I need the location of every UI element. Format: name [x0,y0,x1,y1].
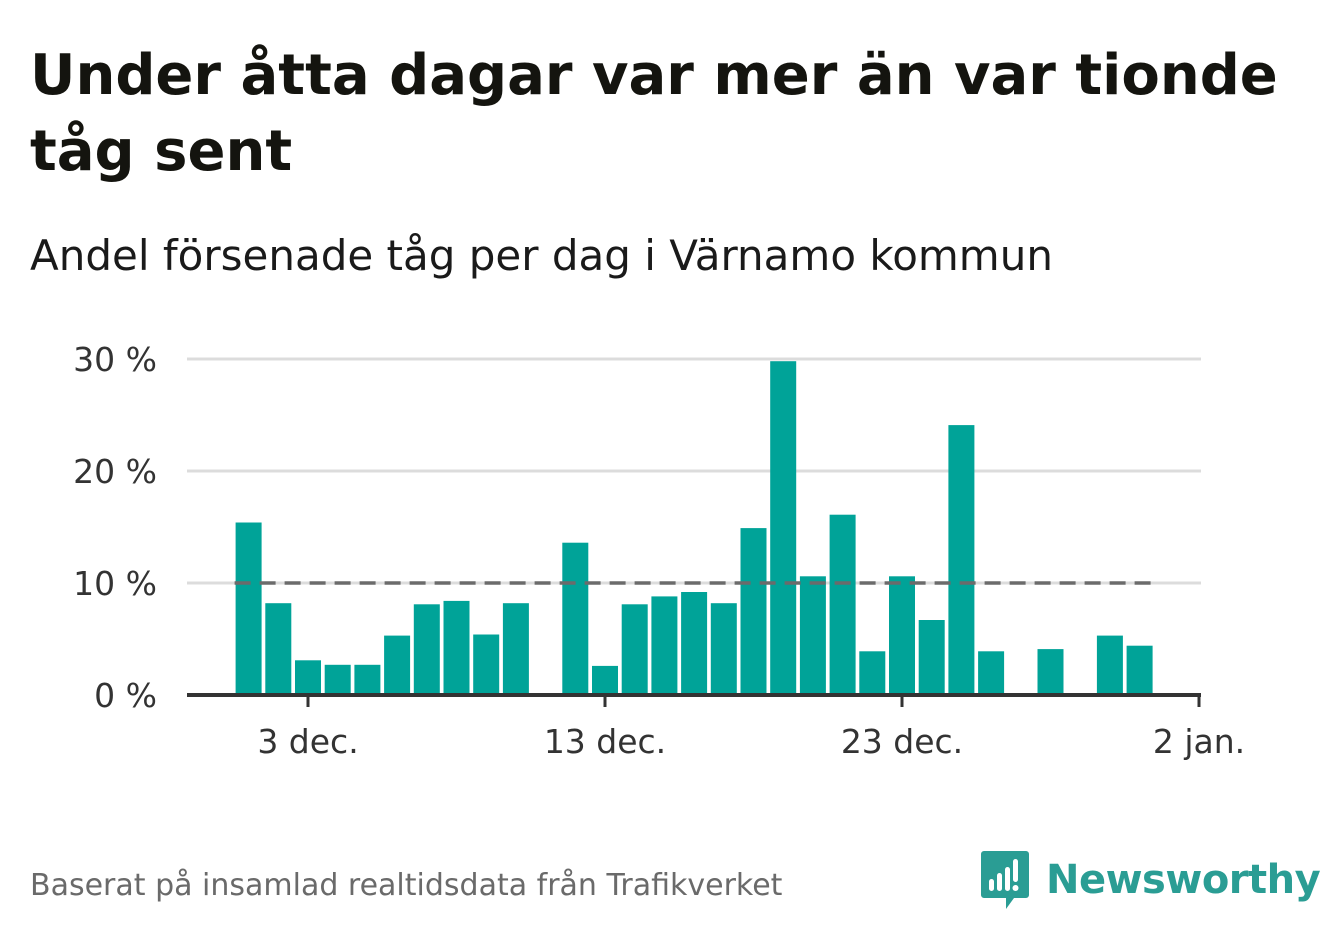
bar-layer [235,361,1153,695]
bar [384,635,411,695]
bar [978,651,1005,695]
bar [295,660,321,695]
bar [592,665,618,695]
bar [443,600,470,695]
bar [1126,645,1153,695]
y-tick-label: 20 % [73,452,157,491]
bar [918,620,945,695]
bar [621,604,648,695]
bar [413,604,440,695]
x-tick-label: 2 jan. [1153,722,1245,761]
brand-name: Newsworthy [1046,857,1321,903]
y-tick-label: 10 % [73,564,157,603]
bar [473,634,500,695]
bar [324,664,351,695]
chart-title: Under åtta dagar var mer än var tionde t… [30,43,1278,184]
bar [354,664,381,695]
x-tick-label: 3 dec. [257,722,358,761]
bar [740,528,767,695]
source-note: Baserat på insamlad realtidsdata från Tr… [30,868,783,903]
bar [1037,649,1064,695]
bar [889,576,915,695]
bar [770,361,797,695]
y-tick-label: 0 % [94,676,157,715]
y-tick-label: 30 % [73,340,157,379]
newsworthy-logo-icon [981,851,1029,909]
bar-chart: 0 % 10 % 20 % 30 % 3 dec. 13 dec. 23 dec. 2 jan… [73,340,1245,761]
x-tick-label: 13 dec. [544,722,666,761]
bar [235,522,262,695]
bar [502,603,529,695]
bar [829,514,856,695]
chart-subtitle: Andel försenade tåg per dag i Värnamo ko… [30,231,1053,280]
bar [948,425,975,695]
grid-layer [187,357,1201,585]
bar [562,542,589,695]
x-tick-label: 23 dec. [841,722,963,761]
bar [799,576,826,695]
bar [859,651,886,695]
bar [710,603,737,695]
bar [651,596,678,695]
bar [1096,635,1123,695]
axis-layer: 0 % 10 % 20 % 30 % 3 dec. 13 dec. 23 dec. 2 jan… [73,340,1245,761]
bar [681,592,708,695]
brand-logo: Newsworthy [980,848,1321,912]
bar [265,603,292,695]
